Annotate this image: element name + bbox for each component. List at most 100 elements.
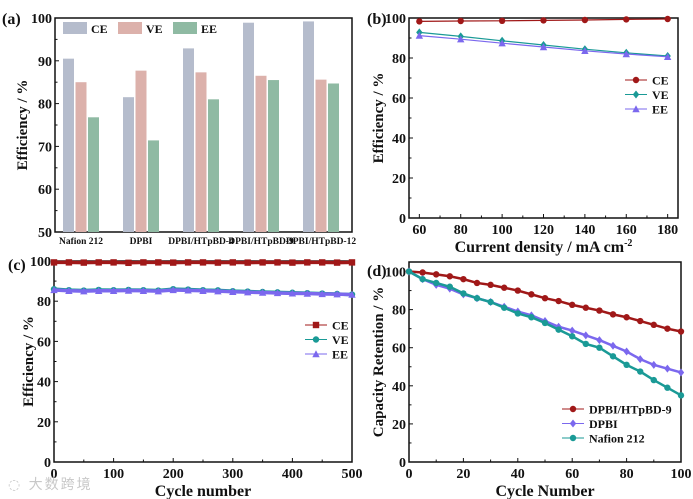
data-point xyxy=(259,259,266,266)
x-tick-label: 80 xyxy=(620,467,634,482)
data-point xyxy=(184,286,192,294)
data-point xyxy=(555,297,562,305)
x-tick-label: 0 xyxy=(51,467,58,482)
x-tick-label: 160 xyxy=(616,223,637,238)
panel-a: (a) 50 60 70 80 90 100 Efficiency / % Nafion 212… xyxy=(2,11,356,247)
data-point xyxy=(460,290,467,297)
legend-label: VE xyxy=(146,22,163,36)
watermark-logo: ◌ 大数跨境 xyxy=(8,477,93,493)
data-point xyxy=(623,314,630,321)
data-point xyxy=(109,287,118,294)
data-point xyxy=(664,364,671,373)
y-tick-label: 80 xyxy=(392,52,406,67)
data-point xyxy=(650,360,657,369)
data-point xyxy=(416,18,423,25)
legend-swatch-ee xyxy=(173,22,197,34)
bar-ee xyxy=(268,80,279,232)
data-point xyxy=(514,287,521,294)
data-point xyxy=(582,304,589,311)
series-ee xyxy=(415,31,672,60)
data-point xyxy=(214,287,222,295)
data-point xyxy=(609,353,617,360)
legend-label: CE xyxy=(332,319,349,333)
bar-ve xyxy=(255,75,267,232)
bar-ce xyxy=(243,22,254,232)
data-point xyxy=(446,283,453,290)
data-point xyxy=(609,341,617,350)
data-point xyxy=(274,259,281,266)
x-category-label: Nafion 212 xyxy=(59,237,103,247)
x-category-label: DPBI/HTpBD-9 xyxy=(228,237,294,247)
x-tick-label: 20 xyxy=(456,467,470,482)
data-point xyxy=(80,259,87,266)
data-point xyxy=(540,17,547,24)
data-point xyxy=(169,286,177,294)
x-tick-label: 500 xyxy=(342,467,363,482)
panel-c: (c) 0 20 40 60 80 100 Efficiency / % 0 100 200 300 4… xyxy=(8,255,363,499)
series-ce xyxy=(416,15,671,25)
bar-ee xyxy=(208,99,219,232)
data-point xyxy=(415,31,424,39)
data-point xyxy=(487,298,494,306)
x-tick-label: 80 xyxy=(454,223,468,238)
y-tick-label: 0 xyxy=(399,456,406,471)
data-point xyxy=(677,392,685,399)
data-point xyxy=(582,340,589,348)
data-point xyxy=(140,259,147,266)
data-point xyxy=(95,259,102,266)
data-point xyxy=(199,287,207,294)
data-point xyxy=(664,15,671,23)
y-axis-label: Efficiency / % xyxy=(21,316,37,407)
data-point xyxy=(419,269,426,276)
x-axis-label: Cycle Number xyxy=(495,483,594,499)
legend-marker xyxy=(312,321,320,329)
data-point xyxy=(623,347,630,356)
data-point xyxy=(596,344,603,351)
legend-marker xyxy=(312,350,320,358)
panel-b: (b) 0 20 40 60 80 100 Efficiency / % 60 80 100 120 1… xyxy=(367,11,679,256)
legend-marker xyxy=(632,105,640,113)
y-tick-label: 60 xyxy=(392,92,406,107)
data-point xyxy=(501,284,508,291)
data-point xyxy=(433,271,440,278)
data-point xyxy=(214,259,222,266)
data-point xyxy=(501,304,508,311)
y-tick-label: 40 xyxy=(392,380,406,395)
data-point xyxy=(541,294,549,302)
bar-ve xyxy=(195,72,207,232)
x-tick-label: 100 xyxy=(492,223,513,238)
data-point xyxy=(184,259,192,266)
x-tick-label: 120 xyxy=(533,223,554,238)
legend-label: CE xyxy=(652,74,669,88)
x-tick-label: 60 xyxy=(412,223,426,238)
data-point xyxy=(170,259,177,266)
data-point xyxy=(622,50,630,58)
data-point xyxy=(50,259,58,266)
data-point xyxy=(664,384,671,391)
series-ce xyxy=(50,259,356,267)
y-tick-label: 100 xyxy=(385,266,406,281)
data-point xyxy=(303,289,311,297)
data-point xyxy=(288,289,297,297)
legend-label: VE xyxy=(652,88,669,102)
data-point xyxy=(650,376,657,384)
y-tick-label: 80 xyxy=(392,304,406,319)
data-point xyxy=(677,368,685,377)
data-point xyxy=(460,275,467,283)
data-point xyxy=(65,259,73,266)
data-point xyxy=(609,311,617,318)
data-point xyxy=(637,317,644,325)
data-point xyxy=(199,259,207,266)
bar-ce xyxy=(183,48,194,232)
data-point xyxy=(139,287,148,294)
data-point xyxy=(637,368,644,375)
data-point xyxy=(273,289,282,297)
data-point xyxy=(446,273,453,280)
y-tick-label: 100 xyxy=(385,12,406,27)
data-point xyxy=(623,361,630,369)
x-tick-label: 60 xyxy=(565,467,579,482)
legend-label: DPBI xyxy=(589,417,618,431)
data-point xyxy=(514,310,521,317)
data-point xyxy=(95,287,103,294)
